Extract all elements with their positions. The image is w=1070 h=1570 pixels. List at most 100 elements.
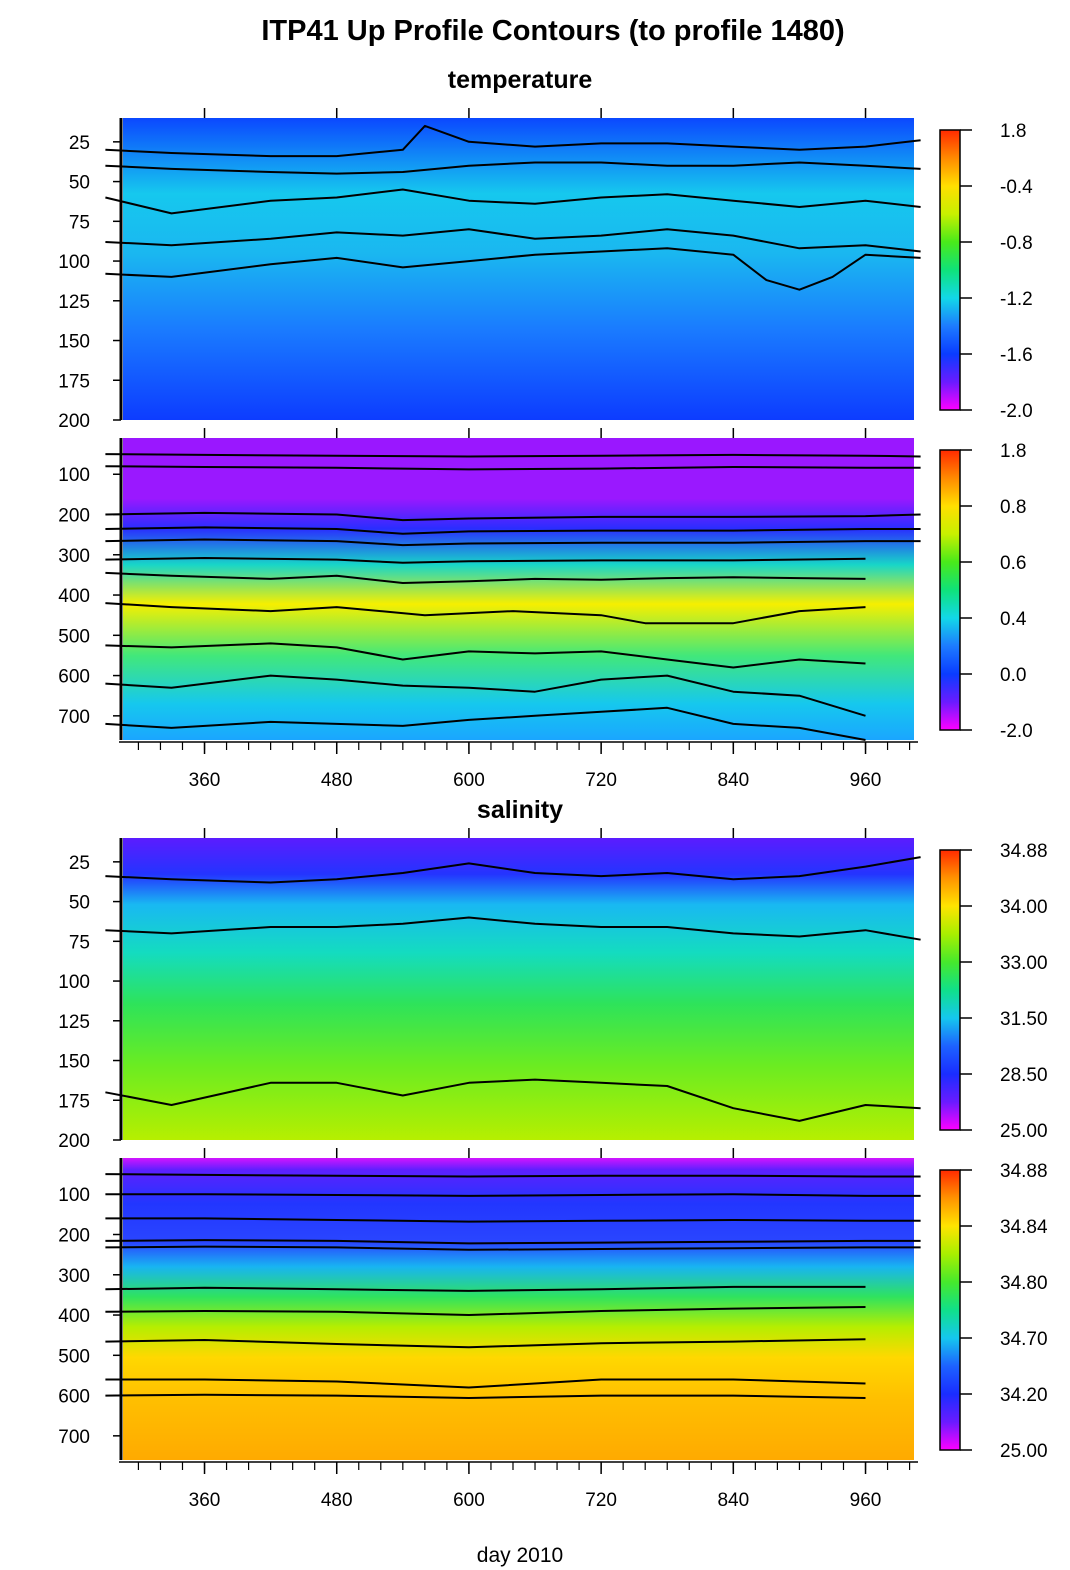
temp-upper-y-tick-label-200: 200 bbox=[58, 411, 90, 432]
temp-upper-y-tick-label-150: 150 bbox=[58, 332, 90, 353]
sal-lower-field bbox=[123, 1158, 914, 1460]
y-axis-label-sal-lower: m bbox=[0, 1305, 4, 1321]
sal-upper-colorbar-label-3: 31.50 bbox=[1000, 1009, 1048, 1030]
sal-lower-contour-lower_6 bbox=[105, 1285, 866, 1292]
sal-x-tick-label-720: 720 bbox=[585, 1490, 617, 1511]
x-axis-label: day 2010 bbox=[477, 1544, 563, 1567]
sal-lower-colorbar-label-1: 34.84 bbox=[1000, 1217, 1048, 1238]
sal-lower-panel: 100 200 300 400 500 600 700 34.88 34.84 34.80 34.7… bbox=[58, 1148, 1048, 1462]
y-axis-label-sal-upper: m bbox=[0, 988, 4, 1004]
temp-lower-y-tick-label-300: 300 bbox=[58, 546, 90, 567]
temp-x-tick-label-600: 600 bbox=[453, 770, 485, 791]
temp-lower-y-tick-label-100: 100 bbox=[58, 465, 90, 486]
sal-upper-colorbar-label-2: 33.00 bbox=[1000, 953, 1048, 974]
sal-lower-contour-lower_2 bbox=[105, 1193, 921, 1197]
temp-x-tick-label-960: 960 bbox=[850, 770, 882, 791]
sal-lower-y-tick-label-100: 100 bbox=[58, 1185, 90, 1206]
temp-lower-contour-lower_7 bbox=[105, 571, 866, 584]
temp-lower-y-tick-label-200: 200 bbox=[58, 506, 90, 527]
section-title-temperature: temperature bbox=[448, 66, 593, 94]
sal-upper-contour-upper_2 bbox=[105, 916, 921, 941]
sal-lower-y-tick-label-300: 300 bbox=[58, 1266, 90, 1287]
temp-lower-y-tick-label-600: 600 bbox=[58, 667, 90, 688]
sal-upper-field bbox=[123, 838, 914, 1140]
sal-lower-colorbar-label-2: 34.80 bbox=[1000, 1273, 1048, 1294]
temp-upper-y-tick-label-50: 50 bbox=[69, 173, 90, 194]
section-title-salinity: salinity bbox=[477, 796, 563, 824]
sal-x-tick-label-840: 840 bbox=[717, 1490, 749, 1511]
sal-upper-y-tick-label-50: 50 bbox=[69, 893, 90, 914]
temp-lower-y-tick-label-700: 700 bbox=[58, 707, 90, 728]
sal-lower-contour-lower_8 bbox=[105, 1338, 866, 1349]
sal-lower-colorbar-label-0: 34.88 bbox=[1000, 1161, 1048, 1182]
temp-lower-contour-lower_2 bbox=[105, 465, 921, 471]
temp-upper-y-tick-label-125: 125 bbox=[58, 292, 90, 313]
temp-upper-colorbar-label-0: 1.8 bbox=[1000, 121, 1026, 142]
temp-lower-colorbar-label-1: 0.8 bbox=[1000, 497, 1026, 518]
temp-lower-contour-lower_4 bbox=[105, 526, 921, 535]
sal-lower-y-tick-label-200: 200 bbox=[58, 1226, 90, 1247]
sal-lower-contour-lower_10 bbox=[105, 1393, 866, 1399]
sal-upper-colorbar-label-5: 25.00 bbox=[1000, 1121, 1048, 1142]
sal-upper-y-tick-label-25: 25 bbox=[69, 853, 90, 874]
temp-upper-colorbar bbox=[939, 129, 961, 411]
sal-upper-colorbar-label-1: 34.00 bbox=[1000, 897, 1048, 918]
temp-lower-colorbar-label-0: 1.8 bbox=[1000, 441, 1026, 462]
temp-lower-colorbar-label-4: 0.0 bbox=[1000, 665, 1026, 686]
sal-upper-y-tick-label-200: 200 bbox=[58, 1131, 90, 1152]
sal-upper-y-tick-label-150: 150 bbox=[58, 1052, 90, 1073]
sal-upper-contour-upper_1 bbox=[105, 856, 921, 884]
temp-lower-contour-lower_10 bbox=[105, 674, 866, 717]
sal-lower-contour-lower_4 bbox=[105, 1239, 921, 1245]
sal-x-axis: 360 480 600 720 840 960 bbox=[119, 1461, 918, 1511]
temp-upper-contour-upper_2 bbox=[105, 161, 921, 175]
sal-upper-colorbar-label-0: 34.88 bbox=[1000, 841, 1048, 862]
temp-lower-field bbox=[123, 438, 914, 740]
sal-lower-contour-lower_1 bbox=[105, 1173, 921, 1178]
sal-x-tick-label-960: 960 bbox=[850, 1490, 882, 1511]
sal-lower-contour-lower_3 bbox=[105, 1217, 921, 1223]
temp-upper-y-tick-label-175: 175 bbox=[58, 371, 90, 392]
sal-x-tick-label-480: 480 bbox=[321, 1490, 353, 1511]
temp-upper-colorbar-label-5: -2.0 bbox=[1000, 401, 1033, 422]
sal-lower-colorbar-label-4: 34.20 bbox=[1000, 1385, 1048, 1406]
sal-upper-colorbar-label-4: 28.50 bbox=[1000, 1065, 1048, 1086]
temp-lower-contour-lower_9 bbox=[105, 642, 866, 669]
temp-upper-contour-upper_1 bbox=[105, 124, 921, 158]
sal-lower-y-tick-label-600: 600 bbox=[58, 1387, 90, 1408]
temp-upper-colorbar-label-1: -0.4 bbox=[1000, 177, 1033, 198]
sal-lower-y-tick-label-500: 500 bbox=[58, 1346, 90, 1367]
temp-upper-colorbar-label-2: -0.8 bbox=[1000, 233, 1033, 254]
temp-lower-colorbar-label-2: 0.6 bbox=[1000, 553, 1026, 574]
temp-x-axis: 360 480 600 720 840 960 bbox=[119, 741, 918, 791]
temp-upper-contour-upper_5 bbox=[105, 247, 921, 291]
temp-lower-colorbar-label-5: -2.0 bbox=[1000, 721, 1033, 742]
temp-upper-colorbar-label-4: -1.6 bbox=[1000, 345, 1033, 366]
temp-x-tick-label-480: 480 bbox=[321, 770, 353, 791]
temp-x-tick-label-840: 840 bbox=[717, 770, 749, 791]
temp-lower-colorbar bbox=[939, 449, 961, 731]
sal-upper-y-tick-label-100: 100 bbox=[58, 972, 90, 993]
sal-x-tick-label-360: 360 bbox=[189, 1490, 221, 1511]
x-axes: 360 480 600 720 840 960 360 480 600 720 840 960 bbox=[119, 741, 918, 1511]
temp-lower-contour-lower_11 bbox=[105, 706, 866, 741]
temp-upper-y-tick-label-100: 100 bbox=[58, 252, 90, 273]
temp-upper-colorbar-label-3: -1.2 bbox=[1000, 289, 1033, 310]
temp-lower-contour-lower_8 bbox=[105, 602, 866, 625]
sal-lower-y-tick-label-400: 400 bbox=[58, 1306, 90, 1327]
temp-lower-y-tick-label-500: 500 bbox=[58, 626, 90, 647]
temp-lower-contour-lower_5 bbox=[105, 538, 921, 547]
sal-lower-contour-lower_7 bbox=[105, 1306, 866, 1316]
sal-upper-y-tick-label-75: 75 bbox=[69, 932, 90, 953]
sal-x-tick-label-600: 600 bbox=[453, 1490, 485, 1511]
y-axis-label-temp-upper: m bbox=[0, 269, 4, 285]
temp-upper-contour-upper_3 bbox=[105, 188, 921, 215]
sal-lower-colorbar-label-3: 34.70 bbox=[1000, 1329, 1048, 1350]
sal-lower-colorbar bbox=[939, 1169, 961, 1451]
temp-lower-contour-lower_6 bbox=[105, 557, 866, 564]
temp-lower-colorbar-label-3: 0.4 bbox=[1000, 609, 1027, 630]
temp-x-tick-label-360: 360 bbox=[189, 770, 221, 791]
temp-upper-y-tick-label-25: 25 bbox=[69, 133, 90, 154]
temp-upper-contour-upper_4 bbox=[105, 228, 921, 253]
